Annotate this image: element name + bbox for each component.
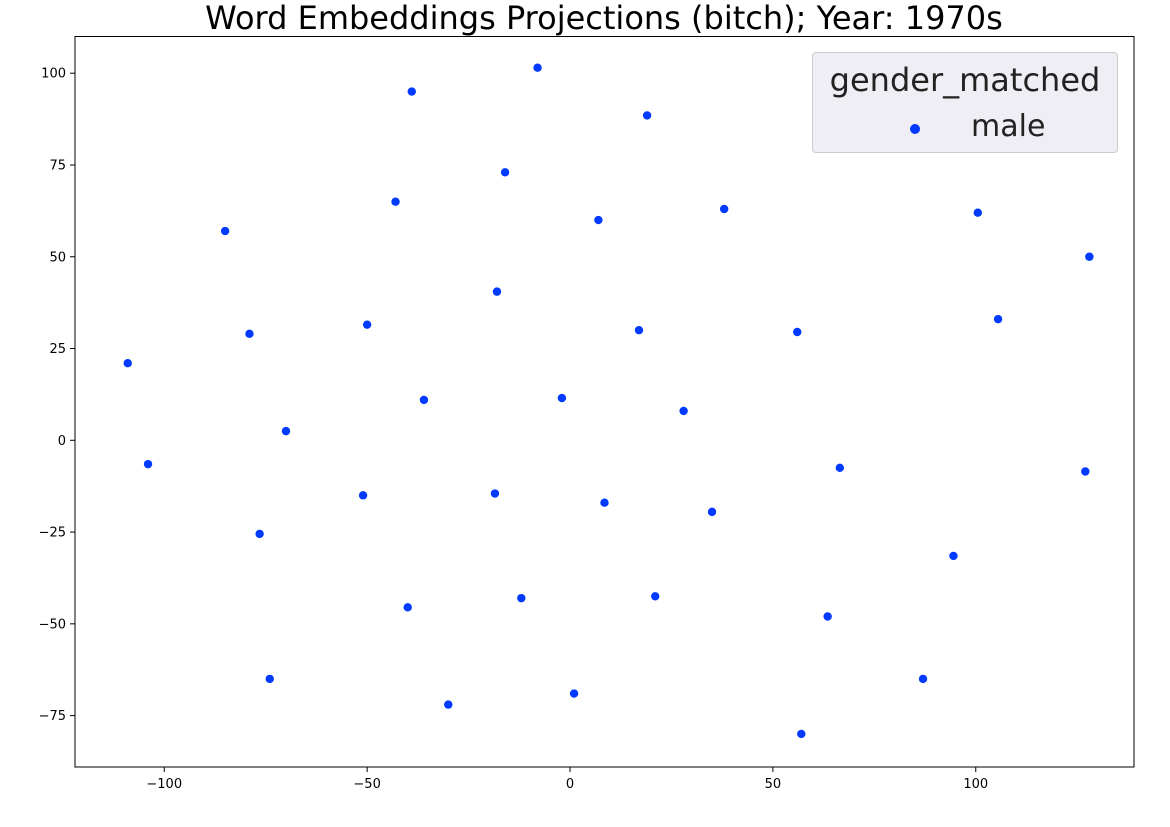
y-tick-label: −25 <box>39 526 66 541</box>
legend: gender_matched male <box>812 52 1118 153</box>
data-point-male <box>569 689 579 698</box>
x-tick-label: 0 <box>566 777 574 792</box>
data-point-male <box>1085 252 1094 261</box>
legend-title: gender_matched <box>829 61 1101 99</box>
legend-marker-male <box>910 124 920 134</box>
chart-title: Word Embeddings Projections (bitch); Yea… <box>205 0 1003 37</box>
data-point-male <box>793 327 802 337</box>
data-point-male <box>823 612 832 621</box>
data-point-male <box>557 393 567 403</box>
y-axis: −75 −50 −25 0 25 50 75 100 <box>39 67 75 724</box>
plot-area-frame <box>74 36 1135 768</box>
y-tick-label: −50 <box>39 617 66 632</box>
data-point-male <box>679 406 688 416</box>
x-tick-label: 50 <box>765 777 782 792</box>
data-point-male <box>500 168 510 177</box>
data-point-male <box>403 603 412 612</box>
data-point-male <box>419 395 429 405</box>
x-tick-label: 100 <box>963 777 988 792</box>
y-tick-label: 0 <box>58 434 66 449</box>
data-point-male <box>517 593 526 603</box>
data-point-male <box>391 197 400 206</box>
y-tick-label: 25 <box>49 342 66 357</box>
data-point-male <box>600 498 609 507</box>
legend-label-male: male <box>971 109 1046 144</box>
data-point-male <box>265 674 274 684</box>
data-point-male <box>362 320 372 329</box>
x-axis: −100 −50 0 50 100 <box>146 767 988 792</box>
data-point-male <box>533 63 542 72</box>
data-point-male <box>220 226 230 236</box>
y-tick-label: −75 <box>39 709 66 724</box>
data-point-male <box>634 325 644 335</box>
data-point-male <box>407 87 416 96</box>
data-point-male <box>245 329 254 339</box>
data-point-male <box>492 287 502 296</box>
x-tick-label: −50 <box>353 777 380 792</box>
data-point-male <box>719 204 729 214</box>
y-tick-label: 50 <box>49 250 66 265</box>
data-point-male <box>444 700 453 709</box>
data-point-male <box>490 489 500 498</box>
data-point-male <box>835 463 845 473</box>
data-point-male <box>642 111 652 120</box>
data-point-male <box>993 314 1003 324</box>
data-point-male <box>973 208 982 217</box>
data-point-male <box>918 674 928 684</box>
data-point-male <box>123 359 132 368</box>
data-point-male <box>1081 467 1090 476</box>
data-points <box>123 63 1094 739</box>
data-point-male <box>707 507 717 517</box>
data-point-male <box>651 592 660 601</box>
data-point-male <box>358 491 368 500</box>
y-tick-label: 75 <box>49 158 66 173</box>
data-point-male <box>143 459 153 469</box>
data-point-male <box>255 529 264 539</box>
data-point-male <box>594 215 603 225</box>
data-point-male <box>949 551 958 561</box>
y-tick-label: 100 <box>41 67 66 82</box>
x-tick-label: −100 <box>146 777 182 792</box>
data-point-male <box>797 729 806 739</box>
data-point-male <box>281 426 291 436</box>
